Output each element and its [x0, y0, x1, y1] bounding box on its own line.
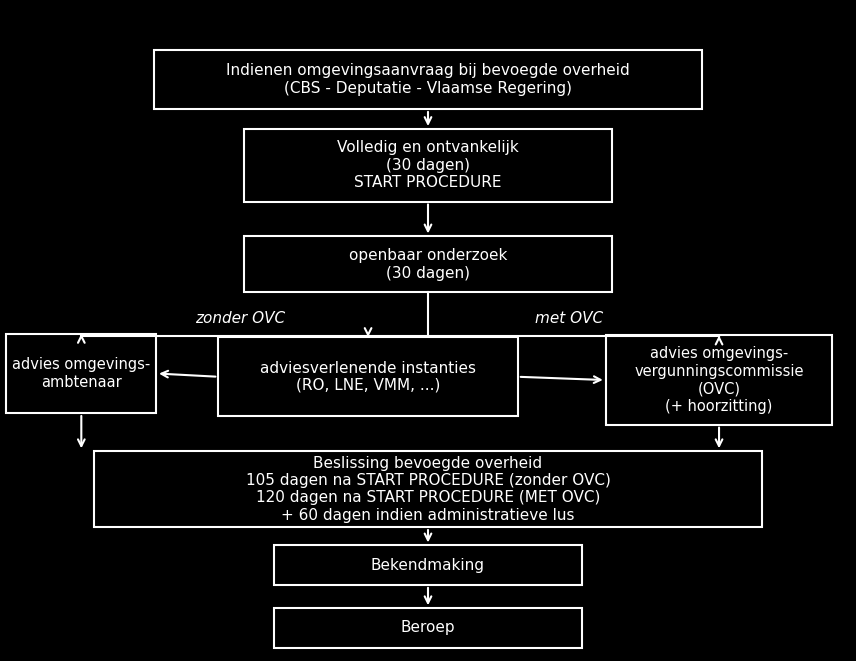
Text: Indienen omgevingsaanvraag bij bevoegde overheid
(CBS - Deputatie - Vlaamse Rege: Indienen omgevingsaanvraag bij bevoegde … — [226, 63, 630, 96]
FancyBboxPatch shape — [244, 237, 612, 292]
Text: adviesverlenende instanties
(RO, LNE, VMM, ...): adviesverlenende instanties (RO, LNE, VM… — [260, 360, 476, 393]
Text: Bekendmaking: Bekendmaking — [371, 558, 485, 572]
FancyBboxPatch shape — [154, 50, 702, 109]
Text: openbaar onderzoek
(30 dagen): openbaar onderzoek (30 dagen) — [348, 248, 508, 281]
Text: met OVC: met OVC — [535, 311, 603, 326]
Text: advies omgevings-
ambtenaar: advies omgevings- ambtenaar — [12, 357, 151, 390]
FancyBboxPatch shape — [218, 337, 518, 416]
FancyBboxPatch shape — [94, 451, 762, 527]
Text: Volledig en ontvankelijk
(30 dagen)
START PROCEDURE: Volledig en ontvankelijk (30 dagen) STAR… — [337, 140, 519, 190]
Text: zonder OVC: zonder OVC — [194, 311, 285, 326]
FancyBboxPatch shape — [244, 129, 612, 202]
FancyBboxPatch shape — [274, 608, 582, 648]
FancyBboxPatch shape — [605, 335, 832, 425]
Text: advies omgevings-
vergunningscommissie
(OVC)
(+ hoorzitting): advies omgevings- vergunningscommissie (… — [634, 346, 804, 414]
FancyBboxPatch shape — [7, 334, 156, 413]
Text: Beslissing bevoegde overheid
105 dagen na START PROCEDURE (zonder OVC)
120 dagen: Beslissing bevoegde overheid 105 dagen n… — [246, 455, 610, 523]
FancyBboxPatch shape — [274, 545, 582, 585]
Text: Beroep: Beroep — [401, 621, 455, 635]
